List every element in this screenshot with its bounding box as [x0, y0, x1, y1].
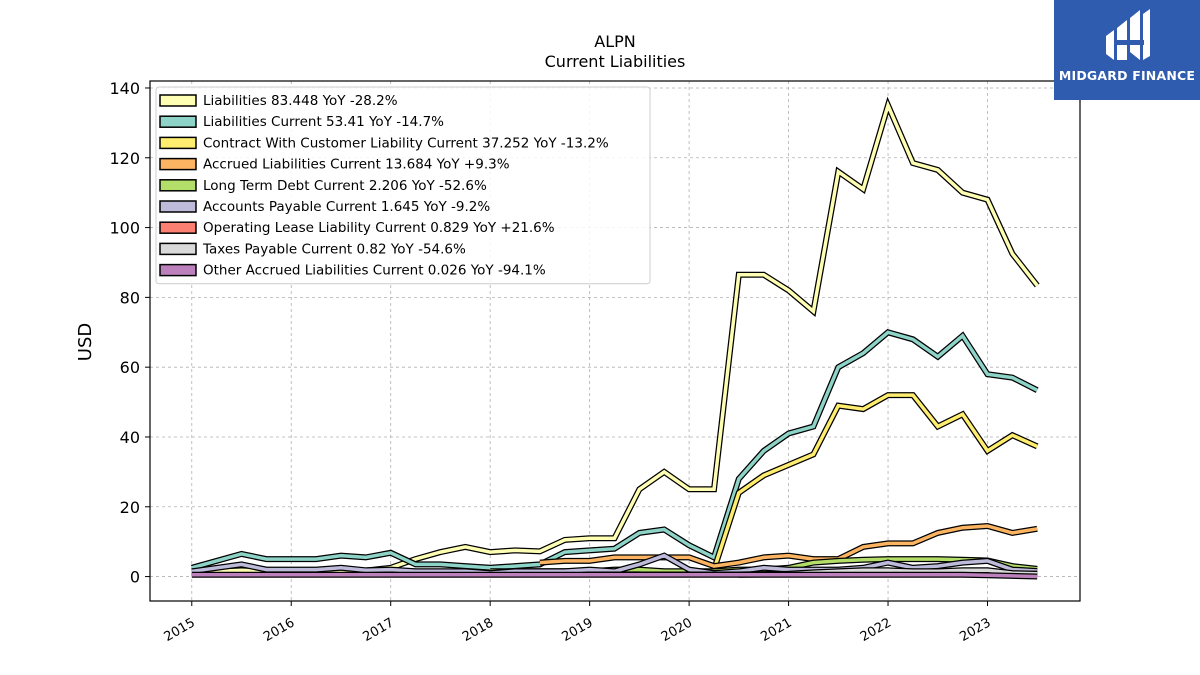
legend-swatch — [159, 157, 197, 171]
series-line-5 — [191, 553, 1038, 575]
x-axis: 2015 2016 2017 2018 2019 2020 2021 2022 2023 — [162, 601, 993, 645]
x-tick-label: 2020 — [659, 615, 695, 645]
legend-swatch — [159, 115, 197, 128]
y-tick-label: 20 — [120, 498, 140, 517]
legend-swatch — [159, 242, 197, 256]
legend-label: Operating Lease Liability Current 0.829 … — [203, 220, 555, 236]
legend-box — [155, 86, 651, 285]
legend: Liabilities 83.448 YoY -28.2% Liabilities… — [155, 86, 651, 285]
legend-swatch — [159, 179, 197, 192]
y-tick-label: 40 — [120, 428, 140, 447]
x-tick-label: 2016 — [261, 615, 297, 645]
y-tick-label: 120 — [109, 149, 140, 168]
legend-swatch — [159, 263, 197, 277]
x-tick-label: 2022 — [858, 615, 894, 645]
legend-swatch — [159, 221, 197, 234]
y-tick-label: 100 — [109, 219, 140, 238]
legend-label: Contract With Customer Liability Current… — [203, 135, 609, 151]
x-tick-label: 2018 — [460, 615, 496, 645]
x-tick-label: 2019 — [559, 615, 595, 645]
legend-swatch — [159, 200, 197, 213]
legend-label: Other Accrued Liabilities Current 0.026 … — [203, 263, 546, 279]
chart-subtitle: Current Liabilities — [545, 52, 686, 71]
series-line-1 — [191, 330, 1038, 570]
legend-label: Long Term Debt Current 2.206 YoY -52.6% — [203, 178, 487, 194]
x-tick-label: 2023 — [957, 615, 993, 645]
series-line-3 — [539, 524, 1038, 568]
legend-swatch — [159, 94, 197, 107]
grid — [150, 81, 1080, 601]
chart-title: ALPN — [594, 32, 635, 51]
series-line-8 — [191, 573, 1038, 579]
x-tick-label: 2015 — [162, 615, 198, 645]
legend-label: Liabilities 83.448 YoY -28.2% — [203, 93, 398, 109]
series-group — [190, 96, 1040, 580]
brand-name: MIDGARD FINANCE — [1058, 68, 1196, 83]
legend-label: Taxes Payable Current 0.82 YoY -54.6% — [202, 241, 466, 257]
x-tick-label: 2021 — [758, 615, 794, 645]
legend-swatch — [159, 136, 197, 150]
y-tick-label: 80 — [120, 288, 140, 307]
brand-logo: MIDGARD FINANCE — [1054, 0, 1200, 100]
series-line-2 — [712, 393, 1038, 571]
plot-frame — [149, 80, 1081, 602]
legend-label: Accrued Liabilities Current 13.684 YoY +… — [203, 157, 510, 173]
y-axis: 0 20 40 60 80 100 120 140 — [109, 79, 150, 587]
x-tick-label: 2017 — [361, 615, 397, 645]
legend-label: Accounts Payable Current 1.645 YoY -9.2% — [203, 199, 490, 215]
y-tick-label: 0 — [130, 568, 140, 587]
y-tick-label: 60 — [120, 358, 140, 377]
midgard-logo-icon — [1106, 9, 1150, 60]
y-axis-label: USD — [75, 323, 96, 361]
legend-label: Liabilities Current 53.41 YoY -14.7% — [203, 114, 444, 130]
y-tick-label: 140 — [109, 79, 140, 98]
